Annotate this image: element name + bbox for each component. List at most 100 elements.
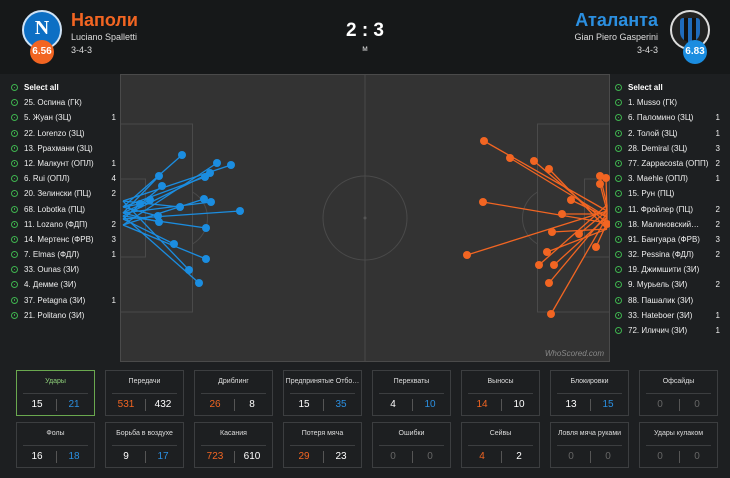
select-all-item[interactable]: Select all (8, 80, 120, 95)
shot-point[interactable] (602, 174, 610, 182)
radio-icon[interactable] (615, 266, 622, 274)
shot-point[interactable] (506, 154, 514, 162)
radio-icon[interactable] (11, 296, 18, 304)
player-item[interactable]: 33. Ounas (ЗИ) (8, 262, 120, 277)
radio-icon[interactable] (615, 175, 622, 183)
player-item[interactable]: 33. Hateboer (ЗИ) 1 (612, 308, 724, 323)
radio-icon[interactable] (615, 190, 622, 198)
shot-point[interactable] (155, 172, 163, 180)
shot-point[interactable] (558, 210, 566, 218)
player-item[interactable]: 7. Elmas (ФДЛ) 1 (8, 247, 120, 262)
stat-tab[interactable]: Дриблинг 26 8 (194, 370, 273, 416)
shot-point[interactable] (202, 255, 210, 263)
shot-point[interactable] (202, 224, 210, 232)
shot-point[interactable] (236, 207, 244, 215)
shot-point[interactable] (567, 196, 575, 204)
player-item[interactable]: 11. Lozano (ФДП) 2 (8, 217, 120, 232)
radio-icon[interactable] (11, 144, 18, 152)
player-item[interactable]: 3. Maehle (ОПЛ) 1 (612, 171, 724, 186)
radio-icon[interactable] (11, 205, 18, 213)
player-item[interactable]: 22. Lorenzo (ЗЦ) (8, 126, 120, 141)
shot-point[interactable] (195, 279, 203, 287)
player-item[interactable]: 68. Lobotka (ПЦ) (8, 202, 120, 217)
player-item[interactable]: 37. Petagna (ЗИ) 1 (8, 293, 120, 308)
radio-icon[interactable] (615, 311, 622, 319)
shot-point[interactable] (596, 180, 604, 188)
player-item[interactable]: 72. Иличич (ЗИ) 1 (612, 323, 724, 338)
stat-tab[interactable]: Ошибки 0 0 (372, 422, 451, 468)
shot-point[interactable] (213, 159, 221, 167)
player-item[interactable]: 6. Паломино (ЗЦ) 1 (612, 110, 724, 125)
shot-point[interactable] (548, 228, 556, 236)
radio-icon[interactable] (11, 114, 18, 122)
radio-icon[interactable] (615, 327, 622, 334)
player-item[interactable]: 28. Demiral (ЗЦ) 3 (612, 141, 724, 156)
radio-icon[interactable] (615, 159, 622, 167)
player-item[interactable]: 4. Демме (ЗИ) (8, 277, 120, 292)
stat-tab[interactable]: Касания 723 610 (194, 422, 273, 468)
radio-icon[interactable] (11, 99, 18, 107)
radio-icon[interactable] (615, 205, 622, 213)
player-item[interactable]: 14. Мертенс (ФРВ) 3 (8, 232, 120, 247)
radio-icon[interactable] (615, 296, 622, 304)
player-item[interactable]: 20. Зелински (ПЦ) 2 (8, 186, 120, 201)
stat-tab[interactable]: Ловля мяча руками 0 0 (550, 422, 629, 468)
shot-point[interactable] (154, 212, 162, 220)
shot-point[interactable] (146, 196, 154, 204)
player-item[interactable]: 18. Малиновский… 2 (612, 217, 724, 232)
player-item[interactable]: 2. Толой (ЗЦ) 1 (612, 126, 724, 141)
stat-tab[interactable]: Фолы 16 18 (16, 422, 95, 468)
away-team-name[interactable]: Аталанта (575, 10, 658, 30)
radio-icon[interactable] (615, 99, 622, 107)
shot-point[interactable] (545, 279, 553, 287)
shot-point[interactable] (201, 173, 209, 181)
shot-point[interactable] (170, 240, 178, 248)
radio-icon[interactable] (615, 220, 622, 228)
shot-point[interactable] (543, 248, 551, 256)
select-all-item[interactable]: Select all (612, 80, 724, 95)
shot-point[interactable] (550, 261, 558, 269)
shot-point[interactable] (176, 203, 184, 211)
player-item[interactable]: 15. Рун (ПЦ) (612, 186, 724, 201)
player-item[interactable]: 77. Zappacosta (ОПП) 2 (612, 156, 724, 171)
radio-icon[interactable] (11, 266, 18, 274)
stat-tab[interactable]: Удары кулаком 0 0 (639, 422, 718, 468)
radio-icon[interactable] (615, 144, 622, 152)
shot-point[interactable] (200, 195, 208, 203)
shot-point[interactable] (480, 137, 488, 145)
player-item[interactable]: 88. Пашалик (ЗИ) (612, 293, 724, 308)
radio-icon[interactable] (11, 190, 18, 198)
radio-icon[interactable] (11, 220, 18, 228)
shot-point[interactable] (479, 198, 487, 206)
stat-tab[interactable]: Блокировки 13 15 (550, 370, 629, 416)
radio-icon[interactable] (615, 235, 622, 243)
player-item[interactable]: 13. Ррахмани (ЗЦ) (8, 141, 120, 156)
stat-tab[interactable]: Потеря мяча 29 23 (283, 422, 362, 468)
player-item[interactable]: 9. Мурьель (ЗИ) 2 (612, 277, 724, 292)
shot-point[interactable] (178, 151, 186, 159)
shot-point[interactable] (185, 266, 193, 274)
shot-point[interactable] (155, 218, 163, 226)
stat-tab[interactable]: Передачи 531 432 (105, 370, 184, 416)
stat-tab[interactable]: Перехваты 4 10 (372, 370, 451, 416)
player-item[interactable]: 6. Rui (ОПЛ) 4 (8, 171, 120, 186)
player-item[interactable]: 32. Pessina (ФДЛ) 2 (612, 247, 724, 262)
stat-tab[interactable]: Сейвы 4 2 (461, 422, 540, 468)
player-item[interactable]: 25. Оспина (ГК) (8, 95, 120, 110)
radio-icon[interactable] (615, 84, 622, 91)
shot-point[interactable] (545, 165, 553, 173)
radio-icon[interactable] (615, 114, 622, 122)
radio-icon[interactable] (11, 84, 18, 91)
stat-tab[interactable]: Предпринятые Отбо… 15 35 (283, 370, 362, 416)
player-item[interactable]: 91. Бангуара (ФРВ) 3 (612, 232, 724, 247)
stat-tab[interactable]: Офсайды 0 0 (639, 370, 718, 416)
radio-icon[interactable] (11, 175, 18, 183)
radio-icon[interactable] (615, 281, 622, 289)
radio-icon[interactable] (11, 311, 18, 319)
shot-point[interactable] (463, 251, 471, 259)
radio-icon[interactable] (615, 251, 622, 259)
home-team-name[interactable]: Наполи (71, 10, 138, 30)
shot-point[interactable] (530, 157, 538, 165)
radio-icon[interactable] (11, 281, 18, 289)
stat-tab[interactable]: Выносы 14 10 (461, 370, 540, 416)
